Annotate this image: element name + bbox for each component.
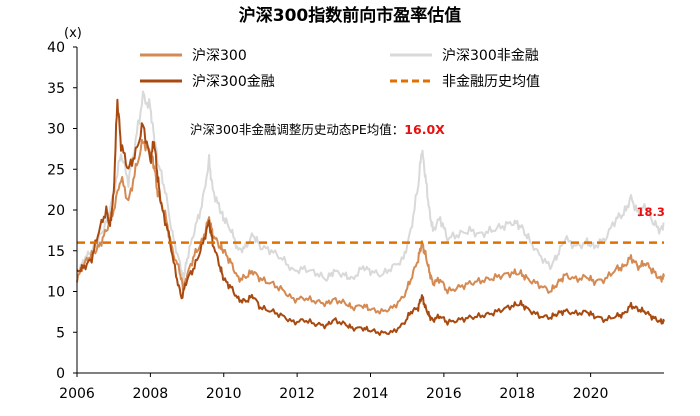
- legend: 沪深300 沪深300非金融 沪深300金融 非金融历史均值: [140, 48, 540, 90]
- y-tick-label: 40: [47, 40, 65, 56]
- annotation-label: 沪深300非金融调整历史动态PE均值：: [190, 122, 404, 137]
- plot-area: [76, 90, 665, 336]
- legend-label-reference: 非金融历史均值: [442, 74, 540, 90]
- y-tick-label: 30: [47, 122, 65, 138]
- annotation-value: 16.0X: [404, 122, 445, 137]
- annotation-text: 沪深300非金融调整历史动态PE均值：16.0X: [190, 122, 445, 137]
- x-tick-label: 2014: [353, 386, 389, 402]
- y-tick-label: 15: [47, 244, 65, 260]
- legend-label-hs300-nonfinancial: 沪深300非金融: [442, 48, 539, 64]
- legend-label-hs300: 沪深300: [192, 48, 247, 64]
- x-tick-label: 2018: [499, 386, 535, 402]
- series-line-hs300-nonfinancial: [76, 90, 665, 282]
- x-axis-ticks: 2006 2008 2010 2012 2014 2016 2018 2020: [59, 373, 608, 402]
- y-tick-label: 5: [56, 325, 65, 341]
- legend-label-hs300-financial: 沪深300金融: [192, 74, 275, 90]
- series-line-hs300: [76, 138, 665, 315]
- y-tick-label: 20: [47, 203, 65, 219]
- chart-title: 沪深300指数前向市盈率估值: [239, 5, 462, 26]
- x-tick-label: 2020: [573, 386, 609, 402]
- y-unit-label: (x): [64, 26, 82, 41]
- y-tick-label: 35: [47, 81, 65, 97]
- y-tick-label: 10: [47, 285, 65, 301]
- x-tick-label: 2010: [206, 386, 242, 402]
- x-tick-label: 2008: [133, 386, 169, 402]
- x-tick-label: 2016: [426, 386, 462, 402]
- y-tick-label: 0: [56, 366, 65, 382]
- end-value-label: 18.3: [636, 205, 664, 219]
- series-line-hs300-financial: [76, 98, 665, 336]
- x-tick-label: 2006: [59, 386, 95, 402]
- y-axis-ticks: 0 5 10 15 20 25 30 35 40: [47, 40, 77, 382]
- y-tick-label: 25: [47, 162, 65, 178]
- x-tick-label: 2012: [279, 386, 315, 402]
